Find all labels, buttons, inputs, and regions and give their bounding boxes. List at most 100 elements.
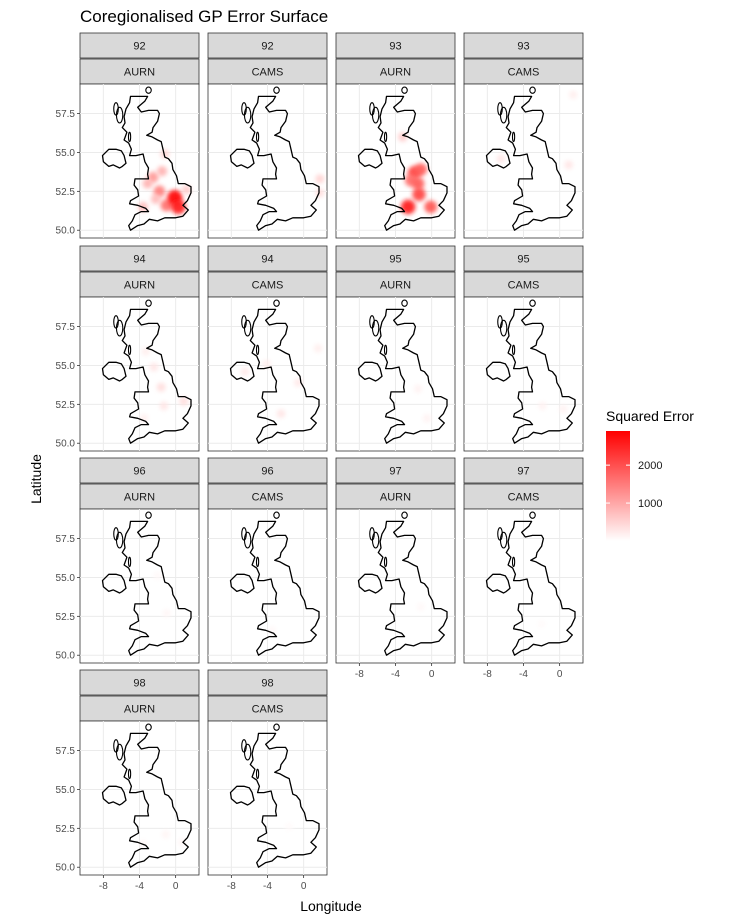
error-point	[538, 401, 547, 411]
error-point	[424, 200, 438, 214]
x-tick-label: 0	[301, 881, 307, 892]
great-britain-outline	[505, 308, 576, 444]
island-outline	[241, 315, 247, 329]
strip-source-label: CAMS	[252, 492, 284, 504]
island-outline	[145, 299, 152, 307]
legend-tick-label: 2000	[638, 460, 662, 472]
great-britain-outline	[249, 308, 320, 444]
strip-time-bg	[79, 245, 200, 272]
island-outline	[113, 315, 119, 329]
northern-ireland-outline	[229, 785, 255, 806]
strip-source-label: CAMS	[508, 492, 540, 504]
northern-ireland-outline	[357, 573, 383, 594]
x-tick-label: 0	[429, 669, 435, 680]
error-point	[412, 187, 426, 202]
error-point	[156, 382, 166, 392]
strip-time-bg	[79, 669, 200, 696]
strip-time-bg	[207, 32, 328, 59]
uk-outline	[357, 299, 448, 444]
northern-ireland-outline	[101, 785, 127, 806]
strip-source-label: CAMS	[508, 280, 540, 292]
y-axis-title: Latitude	[28, 454, 44, 504]
strip-time-label: 98	[133, 678, 145, 690]
x-tick-label: 0	[557, 669, 563, 680]
uk-outline	[101, 511, 192, 656]
facet-panel: 93 CAMS	[463, 32, 584, 239]
island-outline	[401, 511, 408, 519]
error-points	[138, 149, 192, 215]
strip-time-label: 95	[389, 254, 401, 266]
uk-outline	[229, 723, 320, 868]
island-outline	[529, 511, 536, 519]
uk-outline	[485, 511, 576, 656]
uk-outline	[229, 511, 320, 656]
facet-panel: 93 AURN	[335, 32, 456, 239]
island-outline	[127, 556, 132, 568]
island-outline	[127, 131, 132, 143]
legend-colorbar	[606, 431, 630, 541]
error-point	[400, 199, 416, 215]
northern-ireland-outline	[101, 148, 127, 169]
error-points	[413, 384, 432, 423]
facet-panel: 97 AURN -8 -4 0	[335, 457, 456, 680]
error-point	[181, 185, 192, 195]
facet-panel: 94 AURN 50.0 52.5 55.0 57.5	[56, 245, 200, 452]
x-tick-label: -4	[263, 881, 272, 892]
error-point	[564, 160, 574, 170]
error-point	[313, 344, 323, 353]
error-points	[496, 90, 578, 170]
strip-source-label: AURN	[124, 67, 155, 79]
error-point	[162, 609, 171, 618]
island-outline	[273, 511, 280, 519]
island-outline	[273, 299, 280, 307]
island-outline	[511, 344, 516, 356]
error-point	[153, 571, 162, 580]
y-tick-label: 57.5	[56, 746, 76, 757]
facet-panel: 95 CAMS	[463, 245, 584, 452]
island-outline	[255, 131, 260, 143]
x-tick-label: 0	[173, 881, 179, 892]
strip-time-label: 96	[261, 466, 273, 478]
strip-time-label: 95	[517, 254, 529, 266]
strip-time-label: 94	[261, 254, 273, 266]
island-outline	[241, 527, 247, 541]
y-tick-label: 55.0	[56, 361, 76, 372]
northern-ireland-outline	[229, 148, 255, 169]
facet-panels: 92 AURN 50.0 52.5 55.0 57.5 92 CAMS 93 AURN 93 CAMS…	[56, 32, 584, 892]
island-outline	[369, 102, 375, 116]
panel-gridlines	[80, 509, 199, 663]
uk-outline	[229, 299, 320, 444]
northern-ireland-outline	[101, 361, 127, 382]
legend: Squared Error 1000 2000	[606, 408, 694, 541]
island-outline	[497, 315, 503, 329]
uk-outline	[485, 86, 576, 231]
error-points	[537, 620, 546, 629]
great-britain-outline	[121, 308, 192, 444]
great-britain-outline	[249, 520, 320, 656]
error-point	[414, 163, 428, 176]
northern-ireland-outline	[357, 361, 383, 382]
island-outline	[511, 556, 516, 568]
x-tick-label: -8	[355, 669, 364, 680]
island-outline	[273, 723, 280, 731]
strip-time-bg	[463, 457, 584, 484]
island-outline	[255, 768, 260, 780]
strip-source-label: CAMS	[508, 67, 540, 79]
northern-ireland-outline	[357, 148, 383, 169]
strip-source-bg	[335, 271, 456, 298]
northern-ireland-outline	[485, 148, 511, 169]
strip-time-bg	[79, 457, 200, 484]
error-points	[416, 602, 425, 612]
strip-time-label: 92	[261, 41, 273, 53]
strip-source-label: CAMS	[252, 67, 284, 79]
strip-source-bg	[463, 483, 584, 510]
error-point	[496, 154, 506, 164]
strip-time-label: 93	[517, 41, 529, 53]
y-tick-label: 50.0	[56, 863, 76, 874]
strip-source-bg	[335, 58, 456, 85]
island-outline	[529, 86, 536, 94]
facet-panel: 98 CAMS -8 -4 0	[207, 669, 328, 892]
error-point	[315, 174, 325, 184]
error-points	[240, 344, 323, 419]
y-tick-label: 57.5	[56, 109, 76, 120]
